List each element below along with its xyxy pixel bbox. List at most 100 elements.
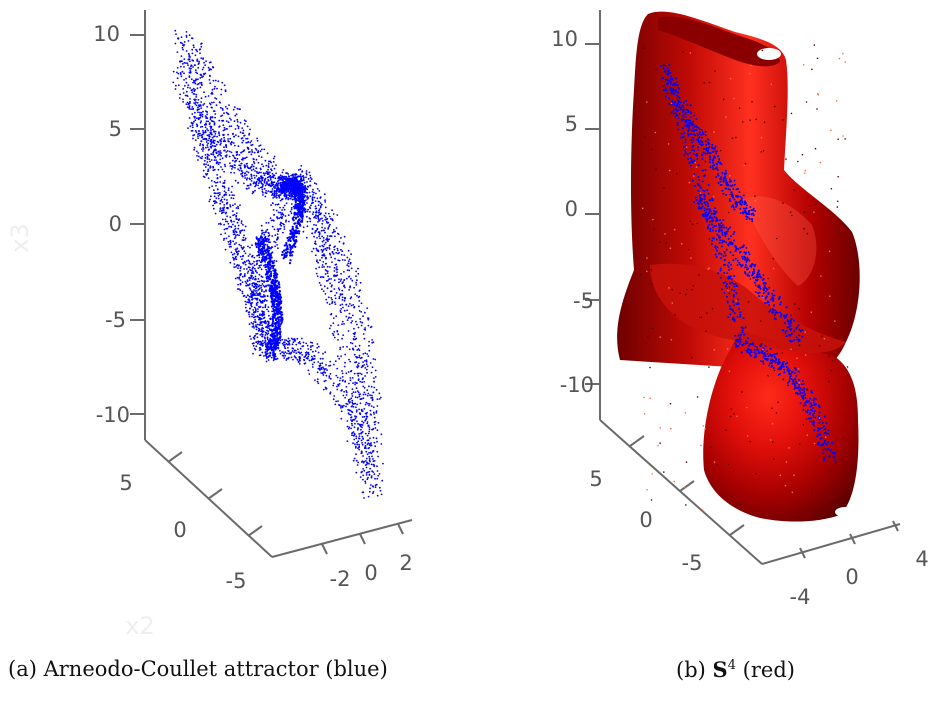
data-point	[185, 77, 187, 80]
data-point	[223, 126, 226, 129]
data-point	[681, 136, 684, 139]
data-point	[195, 104, 198, 107]
data-point	[282, 206, 285, 209]
data-point	[340, 237, 342, 239]
data-point	[362, 455, 364, 457]
data-point	[235, 212, 238, 215]
data-point	[199, 48, 202, 50]
data-point	[271, 260, 274, 263]
data-point	[334, 257, 336, 260]
data-point	[245, 296, 248, 299]
data-point	[219, 207, 222, 210]
data-point	[217, 195, 220, 197]
data-point	[273, 342, 276, 345]
data-point	[691, 136, 694, 139]
data-point	[220, 142, 222, 145]
data-point	[288, 339, 291, 342]
data-point	[672, 90, 675, 93]
data-point	[323, 193, 326, 196]
data-point	[265, 222, 268, 224]
data-point	[194, 139, 197, 142]
data-point	[241, 171, 244, 174]
data-point	[259, 348, 262, 351]
data-point	[244, 239, 246, 241]
data-point	[319, 206, 322, 209]
data-point	[276, 244, 278, 246]
data-point	[260, 296, 263, 298]
data-point	[671, 78, 674, 80]
data-point	[274, 289, 277, 292]
data-point	[283, 256, 286, 259]
data-point	[737, 188, 739, 190]
data-point	[255, 245, 258, 249]
data-point	[711, 147, 714, 150]
data-point	[355, 382, 358, 384]
data-point	[285, 254, 288, 257]
data-point	[262, 284, 265, 287]
data-point	[267, 246, 270, 249]
data-point	[326, 247, 328, 249]
data-point	[321, 256, 323, 259]
data-point	[364, 432, 367, 435]
data-point	[236, 120, 239, 123]
data-point	[177, 84, 180, 87]
data-point	[300, 184, 303, 187]
data-point	[301, 345, 304, 348]
data-point	[346, 269, 349, 272]
data-point	[296, 337, 299, 340]
data-point	[258, 316, 261, 319]
data-point	[197, 98, 200, 101]
data-point	[352, 348, 354, 351]
data-point	[231, 194, 234, 197]
panel-a-z-tick-label: -5	[105, 308, 126, 332]
data-point	[308, 171, 311, 174]
data-point	[358, 395, 361, 398]
data-point	[671, 83, 674, 86]
data-point	[267, 184, 270, 187]
data-point	[306, 344, 309, 347]
data-point	[335, 227, 338, 229]
data-point	[266, 326, 269, 329]
data-point	[262, 306, 264, 309]
data-point	[714, 156, 716, 159]
data-point	[254, 269, 257, 272]
data-point	[707, 208, 710, 211]
data-point	[312, 358, 315, 360]
data-point	[346, 264, 349, 266]
data-point	[358, 437, 361, 440]
data-point	[684, 116, 687, 119]
data-point	[349, 409, 352, 412]
data-point	[283, 175, 285, 178]
data-point	[676, 80, 678, 83]
data-point	[696, 158, 699, 160]
data-point	[358, 445, 361, 448]
data-point	[320, 229, 323, 232]
data-point	[275, 296, 278, 299]
data-point	[242, 261, 244, 264]
data-point	[312, 194, 314, 196]
data-point	[709, 158, 712, 161]
data-point	[213, 110, 215, 113]
data-point	[336, 268, 339, 271]
data-point	[278, 286, 281, 289]
data-point	[223, 128, 226, 131]
data-point	[350, 304, 353, 307]
data-point	[348, 269, 351, 272]
data-point	[276, 337, 279, 340]
data-point	[375, 388, 378, 391]
data-point	[265, 258, 268, 261]
data-point	[282, 231, 284, 234]
data-point	[188, 55, 191, 58]
data-point	[361, 435, 364, 438]
data-point	[277, 203, 280, 206]
data-point	[217, 154, 219, 157]
data-point	[295, 357, 297, 359]
data-point	[206, 153, 209, 156]
data-point	[359, 357, 362, 360]
data-point	[310, 178, 313, 181]
data-point	[205, 174, 208, 176]
data-point	[233, 252, 236, 255]
data-point	[263, 187, 266, 190]
data-point	[254, 189, 256, 192]
data-point	[333, 270, 336, 272]
